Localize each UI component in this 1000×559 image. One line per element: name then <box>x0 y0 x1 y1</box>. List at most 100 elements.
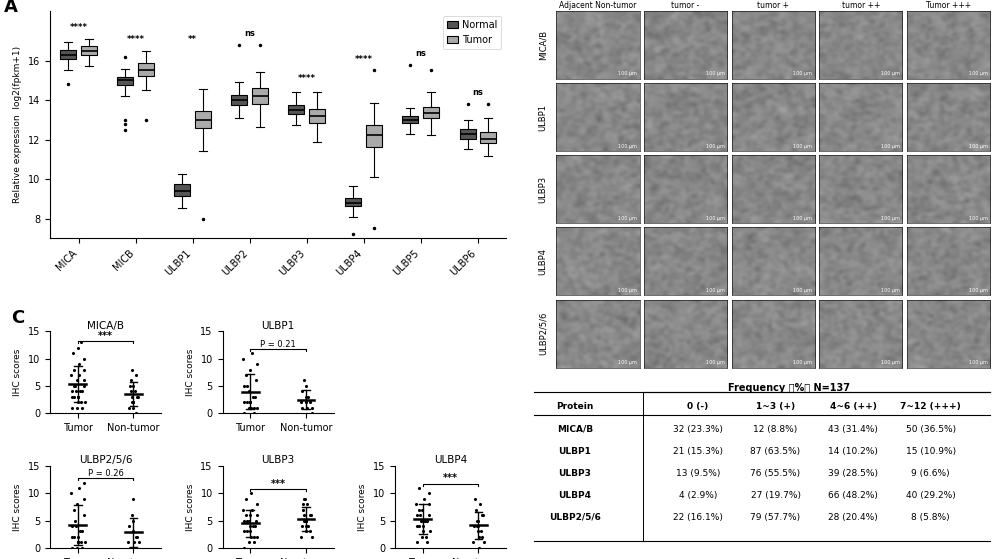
Text: Frequency （%） N=137: Frequency （%） N=137 <box>728 383 850 393</box>
Point <box>236 409 252 418</box>
Point <box>238 494 254 503</box>
Point <box>249 511 265 520</box>
Point <box>128 371 144 380</box>
Point <box>126 538 142 547</box>
Text: 100 μm: 100 μm <box>969 288 988 293</box>
Point <box>470 516 486 525</box>
Point <box>415 516 431 525</box>
Point <box>127 387 143 396</box>
Point <box>293 533 309 542</box>
Point <box>73 338 89 347</box>
Point <box>415 527 431 536</box>
Text: ****: **** <box>355 55 373 64</box>
Text: ns: ns <box>244 29 255 38</box>
Point <box>471 533 487 542</box>
PathPatch shape <box>174 184 190 196</box>
Point <box>66 381 82 390</box>
PathPatch shape <box>252 88 268 103</box>
Text: ULBP1: ULBP1 <box>558 447 591 456</box>
PathPatch shape <box>345 198 361 206</box>
Text: 14 (10.2%): 14 (10.2%) <box>828 447 878 456</box>
Text: **: ** <box>188 35 197 44</box>
Text: ULBP1: ULBP1 <box>538 104 547 131</box>
Text: ULBP4: ULBP4 <box>538 248 547 275</box>
Text: C: C <box>11 309 24 326</box>
Text: 100 μm: 100 μm <box>618 288 637 293</box>
Point <box>296 511 312 520</box>
Text: ***: *** <box>443 473 458 484</box>
Point <box>298 527 314 536</box>
Point <box>64 392 80 401</box>
Point <box>298 522 314 530</box>
Point <box>241 538 257 547</box>
Text: 4 (2.9%): 4 (2.9%) <box>679 491 717 500</box>
Text: 12 (8.8%): 12 (8.8%) <box>753 424 798 434</box>
Text: 100 μm: 100 μm <box>969 216 988 221</box>
Legend: Normal, Tumor: Normal, Tumor <box>443 16 501 49</box>
Point <box>249 359 265 368</box>
Point <box>122 543 138 552</box>
Text: 40 (29.2%): 40 (29.2%) <box>906 491 956 500</box>
Text: 100 μm: 100 μm <box>706 360 725 365</box>
Point <box>295 500 311 509</box>
PathPatch shape <box>60 50 76 59</box>
Point <box>418 533 434 542</box>
Point <box>245 522 261 530</box>
Text: A: A <box>4 0 18 16</box>
Point <box>242 398 258 407</box>
Text: 87 (63.5%): 87 (63.5%) <box>750 447 801 456</box>
Point <box>470 527 486 536</box>
Point <box>300 392 316 401</box>
Text: 4~6 (++): 4~6 (++) <box>830 402 877 411</box>
Point <box>298 392 314 401</box>
Point <box>296 516 312 525</box>
Text: 100 μm: 100 μm <box>618 360 637 365</box>
Text: 100 μm: 100 μm <box>881 216 900 221</box>
Point <box>236 381 252 390</box>
Point <box>74 403 90 412</box>
Point <box>466 522 482 530</box>
PathPatch shape <box>309 109 325 123</box>
Text: ****: **** <box>127 35 145 44</box>
Point <box>247 522 263 530</box>
Point <box>421 511 437 520</box>
Point <box>421 489 437 498</box>
Point <box>238 371 254 380</box>
Point <box>474 533 490 542</box>
PathPatch shape <box>231 95 247 105</box>
Point <box>304 403 320 412</box>
Y-axis label: IHC scores: IHC scores <box>13 349 22 396</box>
Y-axis label: Relative expression  log2(fpkm+1): Relative expression log2(fpkm+1) <box>13 46 22 203</box>
Text: ns: ns <box>415 49 426 58</box>
Point <box>242 398 258 407</box>
Point <box>242 511 258 520</box>
Text: 100 μm: 100 μm <box>793 144 812 149</box>
Point <box>471 543 487 552</box>
Point <box>76 354 92 363</box>
Point <box>409 511 425 520</box>
Point <box>128 533 144 542</box>
Point <box>299 500 315 509</box>
Point <box>67 516 83 525</box>
Point <box>239 516 255 525</box>
Point <box>295 505 311 514</box>
Text: ULBP4: ULBP4 <box>558 491 591 500</box>
Point <box>72 387 88 396</box>
Point <box>414 533 430 542</box>
Point <box>248 516 264 525</box>
Text: 100 μm: 100 μm <box>793 216 812 221</box>
Point <box>300 522 316 530</box>
Point <box>76 376 92 385</box>
Point <box>124 398 140 407</box>
Title: Adjacent Non-tumor: Adjacent Non-tumor <box>559 2 637 11</box>
Text: ***: *** <box>271 479 286 489</box>
Text: 0 (-): 0 (-) <box>687 402 709 411</box>
Text: P = 0.26: P = 0.26 <box>88 469 124 478</box>
Point <box>70 533 86 542</box>
Text: 1~3 (+): 1~3 (+) <box>756 402 795 411</box>
Text: 100 μm: 100 μm <box>706 288 725 293</box>
Point <box>467 494 483 503</box>
Point <box>125 403 141 412</box>
Point <box>125 516 141 525</box>
Point <box>298 516 314 525</box>
